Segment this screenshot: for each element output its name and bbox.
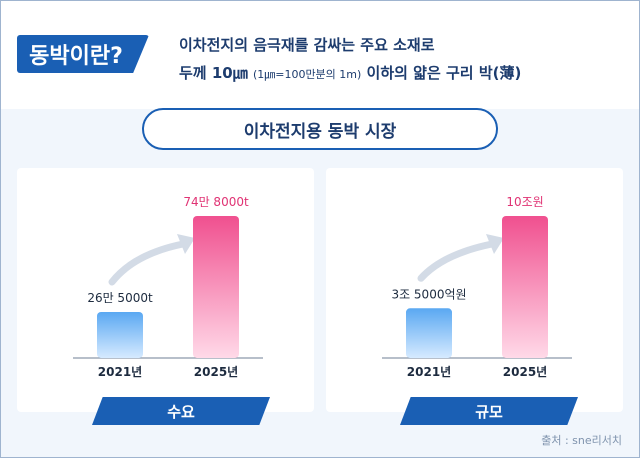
growth-arrow bbox=[417, 240, 496, 282]
definition-badge: 동박이란? bbox=[17, 35, 149, 73]
definition-line-1: 이차전지의 음극재를 감싸는 주요 소재로 bbox=[179, 36, 435, 54]
data-label: 3조 5000억원 bbox=[391, 287, 466, 301]
x-tick-label: 2021년 bbox=[98, 365, 142, 379]
demand-tab: 수요 bbox=[92, 397, 270, 425]
demand-panel: 26만 5000t 2021년 74만 8000t 2025년 bbox=[17, 168, 314, 412]
market-size-chart: 3조 5000억원 2021년 10조원 2025년 bbox=[382, 195, 572, 379]
x-tick-label: 2025년 bbox=[503, 365, 547, 379]
data-label: 74만 8000t bbox=[183, 195, 249, 209]
growth-arrow bbox=[108, 240, 187, 286]
bar-2025년 bbox=[502, 216, 548, 358]
data-label: 10조원 bbox=[506, 195, 543, 209]
growth-arrow-head bbox=[486, 234, 504, 254]
definition-header: 동박이란? 이차전지의 음극재를 감싸는 주요 소재로 두께 10㎛ (1㎛=1… bbox=[1, 1, 639, 109]
definition-text: 이차전지의 음극재를 감싸는 주요 소재로 두께 10㎛ (1㎛=100만분의 … bbox=[179, 31, 619, 89]
source-note: 출처 : sne리서치 bbox=[541, 434, 622, 447]
definition-tail: 이하의 얇은 구리 박(薄) bbox=[366, 64, 522, 82]
data-label: 26만 5000t bbox=[87, 291, 153, 305]
bar-2025년 bbox=[193, 216, 239, 358]
market-size-panel: 3조 5000억원 2021년 10조원 2025년 bbox=[326, 168, 623, 412]
bar-2021년 bbox=[97, 312, 143, 358]
section-title: 이차전지용 동박 시장 bbox=[142, 108, 498, 150]
market-size-tab: 규모 bbox=[400, 397, 578, 425]
bar-2021년 bbox=[406, 308, 452, 358]
definition-unit-note: (1㎛=100만분의 1m) bbox=[252, 68, 362, 81]
demand-chart: 26만 5000t 2021년 74만 8000t 2025년 bbox=[73, 195, 263, 379]
growth-arrow-head bbox=[177, 234, 195, 254]
definition-line-2: 두께 10㎛ (1㎛=100만분의 1m) 이하의 얇은 구리 박(薄) bbox=[179, 59, 619, 89]
x-tick-label: 2021년 bbox=[407, 365, 451, 379]
x-tick-label: 2025년 bbox=[194, 365, 238, 379]
definition-thickness: 두께 10㎛ bbox=[179, 64, 248, 82]
